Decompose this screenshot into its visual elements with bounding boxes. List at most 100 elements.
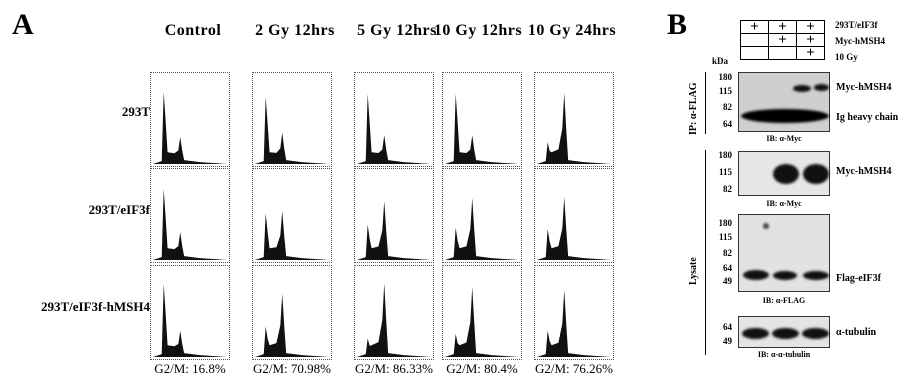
g2m-label: G2/M: 16.8% (154, 361, 226, 376)
marker-label: 64 (723, 263, 732, 273)
condition-label: 293T/eIF3f (835, 20, 878, 30)
marker-label: 180 (718, 72, 733, 82)
panel-a-letter: A (12, 8, 34, 41)
histogram (442, 72, 522, 167)
column-label: 10 Gy 12hrs (433, 22, 523, 39)
histogram-trace (444, 198, 520, 261)
marker-label: 64 (723, 119, 732, 129)
band (793, 85, 811, 92)
ip-label: IP: α-FLAG (688, 82, 699, 135)
histogram-trace (254, 96, 330, 165)
row-label: 293T (121, 104, 150, 119)
histogram (354, 168, 434, 263)
condition-grid: + + + + + + (740, 19, 825, 60)
histogram (150, 265, 230, 360)
g2m-label: G2/M: 80.4% (446, 361, 518, 376)
column-label: 2 Gy 12hrs (255, 22, 335, 39)
marker-label: 180 (718, 150, 733, 160)
band-label: α-tubulin (836, 327, 877, 338)
g2m-label: G2/M: 86.33% (355, 361, 433, 376)
blot-lysate-tubulin (738, 316, 830, 348)
lysate-bracket (705, 150, 706, 355)
band (773, 271, 797, 280)
marker-label: 64 (723, 322, 732, 332)
marker-label: 82 (723, 184, 732, 194)
histogram (534, 168, 614, 263)
band-label: Flag-eIF3f (836, 273, 881, 284)
marker-label: 82 (723, 102, 732, 112)
histogram (442, 168, 522, 263)
histogram (252, 168, 332, 263)
histogram (150, 168, 230, 263)
band (803, 164, 829, 184)
histogram (354, 265, 434, 360)
blot-lysate-myc (738, 151, 830, 196)
column-label: Control (164, 22, 222, 39)
histogram-trace (536, 290, 612, 358)
band (814, 84, 829, 91)
band (773, 164, 799, 184)
condition-mark: + (740, 19, 769, 34)
band (803, 271, 829, 280)
band (741, 109, 829, 123)
band (743, 270, 769, 280)
condition-mark (740, 33, 769, 47)
row-label: 293T/eIF3f-hMSH4 (40, 299, 150, 314)
marker-label: 82 (723, 248, 732, 258)
ib-label: IB: α-Myc (766, 199, 802, 208)
histogram (534, 72, 614, 167)
marker-label: 115 (718, 232, 732, 242)
condition-label: Myc-hMSH4 (835, 36, 885, 46)
histogram-trace (444, 287, 520, 358)
band-label: Ig heavy chain (836, 112, 899, 123)
blot-lysate-flag (738, 214, 830, 292)
histogram (252, 72, 332, 167)
ib-label: IB: α-α-tubulin (757, 350, 811, 359)
ip-bracket (705, 72, 706, 134)
histogram (442, 265, 522, 360)
band (802, 328, 829, 339)
row-label: 293T/eIF3f (88, 202, 150, 217)
condition-mark (740, 46, 769, 60)
histogram (252, 265, 332, 360)
histogram-trace (152, 92, 228, 165)
column-label: 5 Gy 12hrs (357, 22, 437, 39)
panel-b-letter: B (667, 8, 688, 41)
blot-ip-myc (738, 72, 830, 132)
band (772, 328, 799, 339)
marker-label: 115 (718, 167, 732, 177)
ib-label: IB: α-Myc (766, 134, 802, 143)
marker-label: 49 (723, 276, 732, 286)
histogram-trace (254, 210, 330, 261)
marker-label: 180 (718, 218, 733, 228)
histogram-trace (536, 197, 612, 261)
histogram (150, 72, 230, 167)
histogram-trace (356, 283, 432, 358)
column-label: 10 Gy 24hrs (527, 22, 617, 39)
histogram-trace (356, 200, 432, 261)
histogram (534, 265, 614, 360)
ib-label: IB: α-FLAG (762, 296, 806, 305)
band (763, 223, 769, 229)
histogram (354, 72, 434, 167)
histogram-trace (536, 93, 612, 165)
histogram-trace (444, 94, 520, 165)
band-label: Myc-hMSH4 (836, 166, 892, 177)
marker-label: 115 (718, 86, 732, 96)
condition-mark: + (796, 45, 825, 60)
histogram-trace (356, 94, 432, 165)
condition-mark: + (768, 32, 797, 47)
kda-label: kDa (712, 56, 729, 66)
marker-label: 49 (723, 336, 732, 346)
lysate-label: Lysate (688, 257, 699, 285)
condition-mark (768, 46, 797, 60)
g2m-label: G2/M: 70.98% (253, 361, 331, 376)
figure: A Control 2 Gy 12hrs 5 Gy 12hrs 10 Gy 12… (12, 8, 899, 376)
band (742, 328, 769, 339)
histogram-trace (254, 293, 330, 358)
g2m-label: G2/M: 76.26% (535, 361, 613, 376)
histogram-trace (152, 188, 228, 261)
histogram-trace (152, 284, 228, 358)
band-label: Myc-hMSH4 (836, 82, 892, 93)
condition-label: 10 Gy (835, 52, 858, 62)
